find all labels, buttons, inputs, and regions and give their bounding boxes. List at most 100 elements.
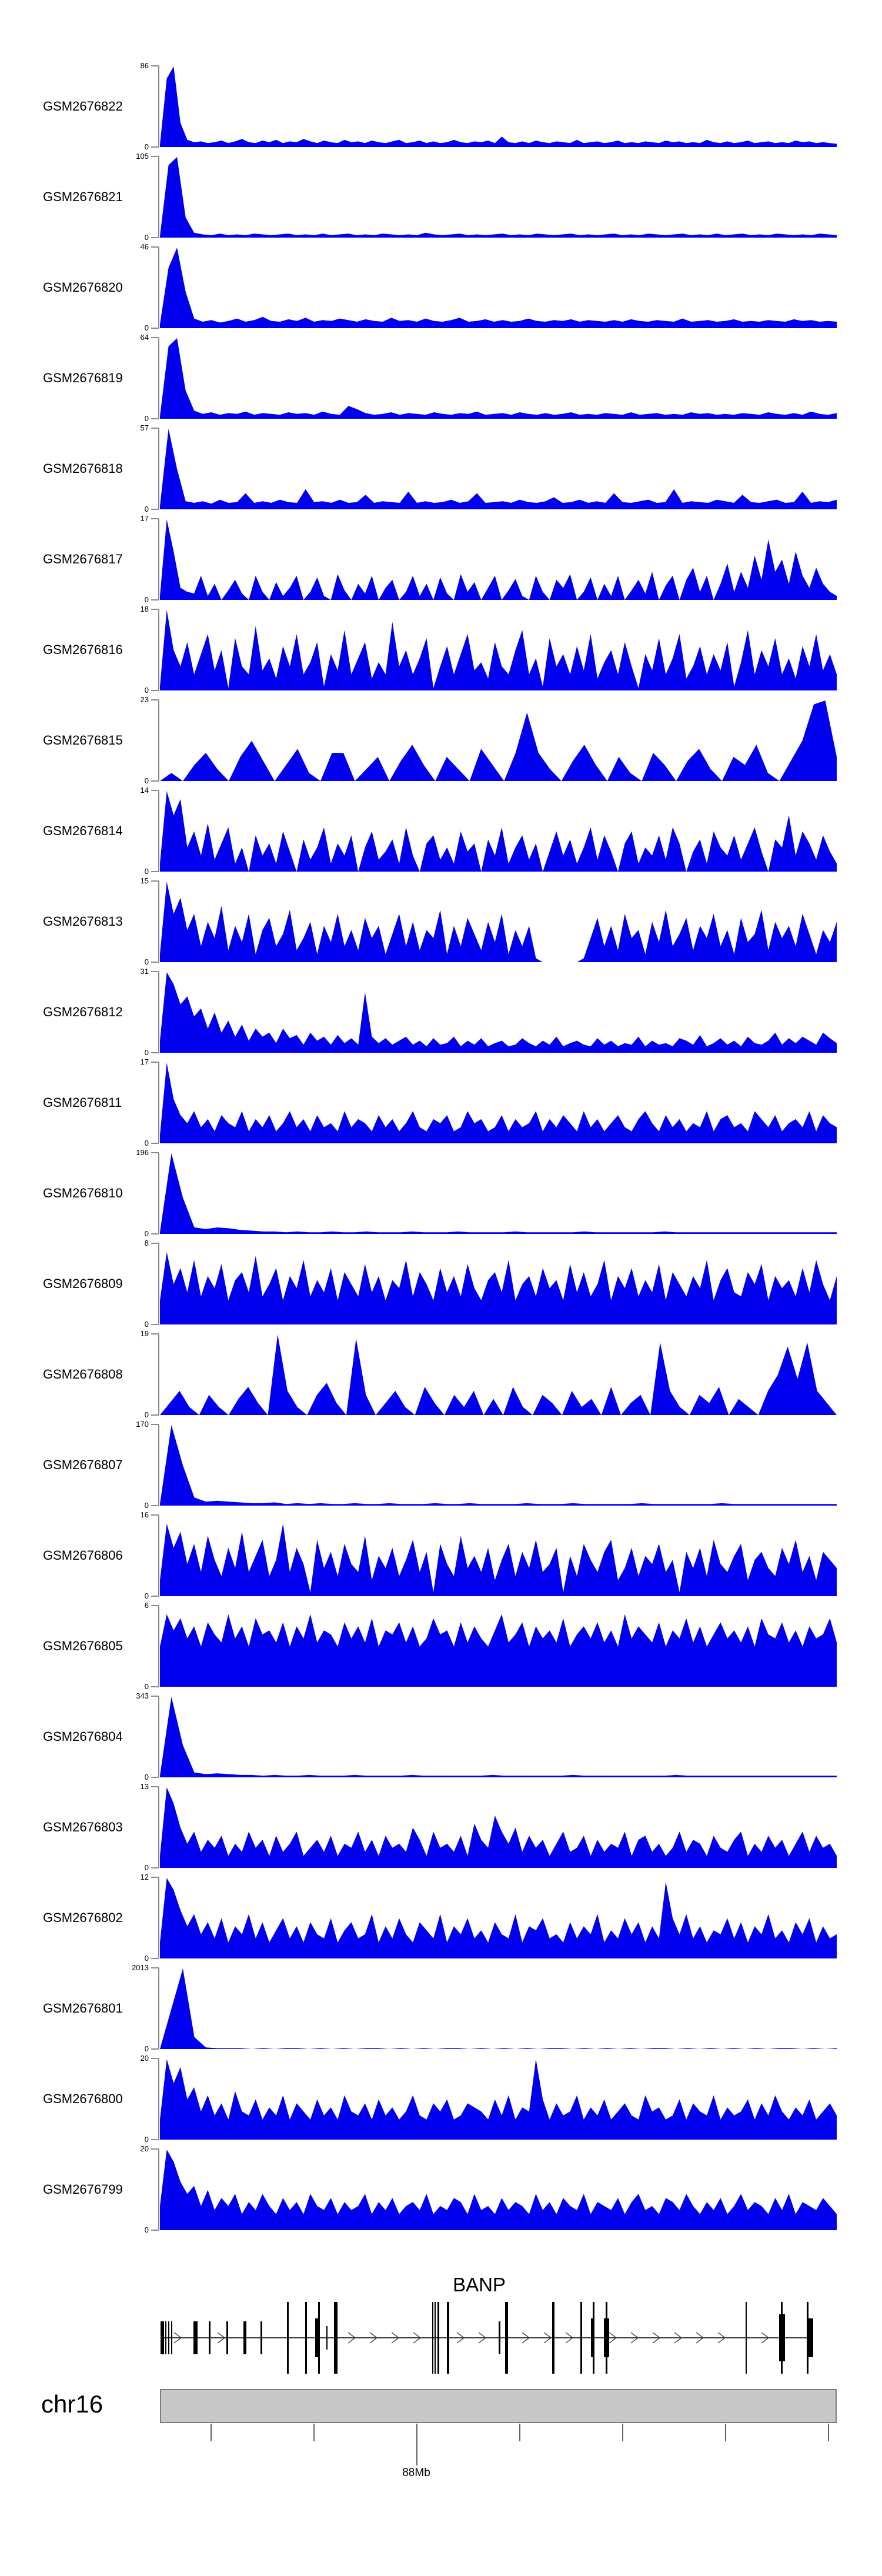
track-sample-label: GSM2676803 (43, 1820, 123, 1834)
y-axis-min-label: 0 (144, 414, 149, 423)
track-sample-label: GSM2676807 (43, 1457, 123, 1472)
track-sample-label: GSM2676818 (43, 461, 123, 476)
y-axis-max-label: 12 (140, 1873, 149, 1881)
y-axis-max-label: 14 (140, 786, 149, 795)
y-axis-min-label: 0 (144, 1410, 149, 1419)
track-sample-label: GSM2676809 (43, 1276, 123, 1291)
y-axis-min-label: 0 (144, 2225, 149, 2234)
y-axis-line (158, 972, 159, 1053)
coverage-signal-plot (160, 1425, 837, 1506)
y-axis-bottom-tick (151, 871, 159, 872)
y-axis-min-label: 0 (144, 505, 149, 513)
strand-direction-chevron-icon (609, 2332, 617, 2344)
y-axis-min-label: 0 (144, 1863, 149, 1872)
y-axis-max-label: 19 (140, 1329, 149, 1338)
coverage-area (160, 1334, 837, 1415)
coverage-area (160, 2059, 837, 2140)
y-axis-bottom-tick (151, 328, 159, 329)
coverage-area (160, 972, 837, 1053)
track-row: GSM2676810 196 0 (0, 1148, 882, 1238)
y-axis-max-label: 8 (144, 1239, 149, 1247)
y-axis-min-label: 0 (144, 142, 149, 151)
track-row: GSM2676814 14 0 (0, 786, 882, 876)
y-axis-min-label: 0 (144, 1501, 149, 1510)
y-axis-top-tick (151, 1243, 159, 1244)
y-axis-line (158, 519, 159, 600)
track-sample-label: GSM2676799 (43, 2182, 123, 2197)
track-sample-label: GSM2676801 (43, 2001, 123, 2016)
exon-bar (746, 2302, 747, 2374)
track-row: GSM2676807 170 0 (0, 1420, 882, 1510)
track-sample-label: GSM2676812 (43, 1005, 123, 1019)
coverage-area (160, 1252, 837, 1324)
exon-bar (318, 2302, 320, 2374)
y-axis-max-label: 343 (136, 1691, 149, 1700)
y-axis-top-tick (151, 428, 159, 429)
exon-bar (243, 2321, 246, 2354)
y-axis-top-tick (151, 1877, 159, 1878)
y-axis-min-label: 0 (144, 1591, 149, 1600)
y-axis-line (158, 66, 159, 147)
y-axis-min-label: 0 (144, 1773, 149, 1781)
exon-bar (606, 2302, 607, 2374)
y-axis-max-label: 20 (140, 2144, 149, 2153)
strand-direction-chevron-icon (674, 2332, 683, 2344)
y-axis-max-label: 6 (144, 1601, 149, 1610)
exon-bar (287, 2302, 289, 2374)
strand-direction-chevron-icon (478, 2332, 487, 2344)
track-row: GSM2676819 64 0 (0, 333, 882, 423)
y-axis-min-label: 0 (144, 2044, 149, 2053)
y-axis-bottom-tick (151, 1505, 159, 1506)
strand-direction-chevron-icon (652, 2332, 661, 2344)
coverage-signal-plot (160, 1968, 837, 2049)
y-axis-top-tick (151, 2058, 159, 2059)
track-row: GSM2676821 105 0 (0, 152, 882, 242)
exon-bar (432, 2302, 433, 2374)
y-axis-bottom-tick (151, 237, 159, 238)
y-axis-top-tick (151, 1967, 159, 1968)
track-row: GSM2676806 16 0 (0, 1510, 882, 1600)
y-axis-line (158, 790, 159, 872)
exon-bar (447, 2302, 449, 2374)
track-sample-label: GSM2676800 (43, 2091, 123, 2106)
y-axis-bottom-tick (151, 780, 159, 782)
exon-bar (168, 2321, 169, 2354)
gene-name-label: BANP (453, 2274, 506, 2295)
strand-direction-chevron-icon (391, 2332, 400, 2344)
y-axis-line (158, 1968, 159, 2049)
y-axis-bottom-tick (151, 962, 159, 963)
chromosome-ideogram (160, 2389, 837, 2423)
y-axis-line (158, 1243, 159, 1324)
y-axis-line (158, 1334, 159, 1415)
coverage-area (160, 610, 837, 690)
y-axis-max-label: 17 (140, 514, 149, 523)
y-axis-min-label: 0 (144, 2135, 149, 2144)
ruler-major-tick (416, 2424, 417, 2465)
strand-direction-chevron-icon (456, 2332, 465, 2344)
coverage-area (160, 1787, 837, 1868)
coverage-signal-plot (160, 610, 837, 690)
exon-bar (499, 2321, 500, 2354)
strand-direction-chevron-icon (369, 2332, 378, 2344)
track-sample-label: GSM2676813 (43, 914, 123, 929)
strand-direction-chevron-icon (717, 2332, 726, 2344)
coverage-signal-plot (160, 1614, 837, 1687)
y-axis-bottom-tick (151, 690, 159, 691)
exon-bar (315, 2318, 319, 2357)
y-axis-top-tick (151, 246, 159, 248)
position-tick-label: 88Mb (402, 2467, 430, 2479)
exon-bar (552, 2302, 554, 2374)
exon-bar (165, 2321, 166, 2354)
y-axis-line (158, 1606, 159, 1687)
y-axis-top-tick (151, 1333, 159, 1334)
y-axis-line (158, 2149, 159, 2230)
y-axis-bottom-tick (151, 2230, 159, 2231)
y-axis-top-tick (151, 1696, 159, 1697)
y-axis-line (158, 881, 159, 962)
track-row: GSM2676811 17 0 (0, 1057, 882, 1147)
y-axis-min-label: 0 (144, 1954, 149, 1963)
y-axis-min-label: 0 (144, 957, 149, 966)
y-axis-max-label: 13 (140, 1782, 149, 1791)
coverage-area (160, 1697, 837, 1777)
